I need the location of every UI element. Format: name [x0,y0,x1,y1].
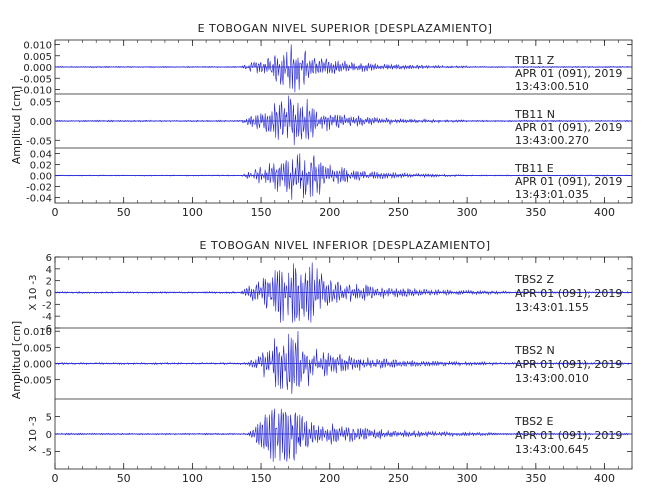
chart-title-superior: E TOBOGAN NIVEL SUPERIOR [DESPLAZAMIENTO… [198,22,493,35]
y-tick-label: 4 [46,265,52,276]
record-date: APR 01 (091), 2019 [515,358,622,371]
y-tick-label: -5 [42,448,52,459]
y-tick-label: -0.005 [20,74,52,85]
y-tick-label: 0.005 [23,52,52,63]
record-time: 13:43:01.155 [515,301,589,314]
waveform-tbs2-e [54,408,629,462]
x-tick-label: 100 [182,206,203,219]
y-axis-label-superior: Amplitud [cm] [10,86,23,164]
y-tick-label: 2 [46,277,52,288]
station-component-label: TB11 Z [514,54,555,67]
record-date: APR 01 (091), 2019 [515,429,622,442]
y-tick-label: -0.005 [20,376,52,387]
waveform-tb11-e [54,153,629,200]
x-tick-label: 0 [52,472,59,485]
x-tick-label: 250 [388,206,409,219]
x-tick-label: 200 [319,206,340,219]
y-tick-label: 0 [46,430,52,441]
station-component-label: TBS2 E [514,415,554,428]
y-tick-label: 0.00 [30,117,52,128]
chart-title-inferior: E TOBOGAN NIVEL INFERIOR [DESPLAZAMIENTO… [200,239,491,252]
record-date: APR 01 (091), 2019 [515,175,622,188]
record-date: APR 01 (091), 2019 [515,121,622,134]
x-tick-label: 50 [117,206,131,219]
y-tick-label: 6 [46,253,52,264]
x-tick-label: 350 [525,472,546,485]
y-tick-label: 5 [46,413,52,424]
y-tick-label: -6 [42,324,52,335]
y-scale-label: X 10 -3 [28,416,39,452]
y-tick-label: 0.02 [30,161,52,172]
y-tick-label: 0.010 [23,327,52,338]
y-tick-label: -0.05 [26,136,52,147]
x-tick-label: 300 [457,206,478,219]
x-tick-label: 350 [525,206,546,219]
record-time: 13:43:00.010 [515,372,589,385]
y-scale-label: X 10 -3 [28,275,39,311]
x-tick-label: 200 [319,472,340,485]
x-tick-label: 250 [388,472,409,485]
station-component-label: TB11 E [514,162,554,175]
y-tick-label: -0.02 [26,183,52,194]
x-tick-label: 400 [594,472,615,485]
y-tick-label: -0.04 [26,194,52,205]
x-tick-label: 100 [182,472,203,485]
waveform-tbs2-z [54,262,629,323]
record-date: APR 01 (091), 2019 [515,287,622,300]
record-date: APR 01 (091), 2019 [515,67,622,80]
x-tick-label: 150 [251,472,272,485]
x-tick-label: 300 [457,472,478,485]
y-tick-label: 0.00 [30,172,52,183]
waveform-tb11-n [55,95,629,146]
station-component-label: TB11 N [514,108,555,121]
y-tick-label: 0.000 [23,360,52,371]
station-component-label: TBS2 N [514,344,555,357]
x-tick-label: 400 [594,206,615,219]
y-tick-label: 0.005 [23,343,52,354]
x-tick-label: 0 [52,206,59,219]
station-component-label: TBS2 Z [514,273,555,286]
y-tick-label: -4 [42,312,52,323]
y-tick-label: -2 [42,300,52,311]
waveform-tb11-z [54,44,629,93]
x-tick-label: 150 [251,206,272,219]
waveform-tbs2-n [54,330,629,394]
record-time: 13:43:01.035 [515,188,589,201]
y-tick-label: -0.010 [20,86,52,97]
record-time: 13:43:00.510 [515,80,589,93]
x-tick-label: 50 [117,472,131,485]
y-tick-label: 0.000 [23,63,52,74]
y-axis-label-inferior: Amplitud [cm] [10,321,23,399]
record-time: 13:43:00.270 [515,134,589,147]
record-time: 13:43:00.645 [515,443,589,456]
y-tick-label: 0.010 [23,41,52,52]
y-tick-label: 0.05 [30,98,52,109]
y-tick-label: 0.04 [30,150,52,161]
y-tick-label: 0 [46,289,52,300]
